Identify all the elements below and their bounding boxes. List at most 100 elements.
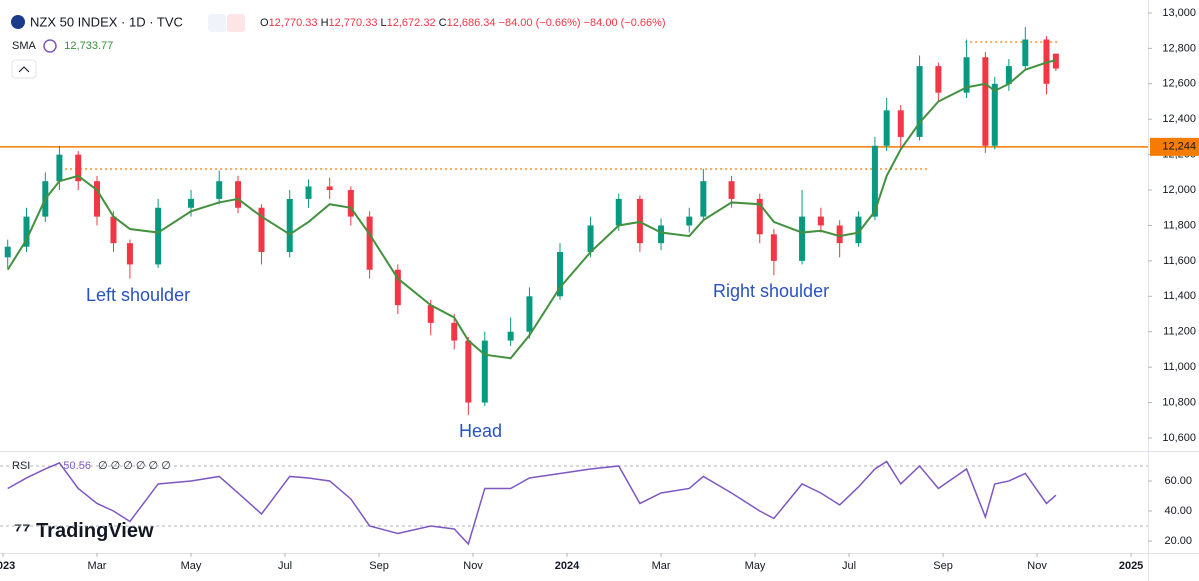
candle-body — [258, 207, 265, 253]
candle-body — [481, 340, 488, 403]
candle-body — [836, 225, 843, 244]
candle-body — [658, 225, 665, 244]
annotation: Right shoulder — [713, 281, 829, 301]
rsi-tick-label: 60.00 — [1164, 475, 1192, 487]
candle-body — [817, 216, 824, 226]
candle-body — [347, 190, 354, 217]
candle-body — [871, 145, 878, 217]
candle-body — [855, 216, 862, 244]
candle-body — [897, 110, 904, 137]
rsi-tick-label: 40.00 — [1164, 505, 1192, 517]
y-tick-label: 11,400 — [1163, 290, 1196, 302]
button[interactable] — [227, 14, 245, 32]
candle-body — [216, 181, 223, 199]
candle-body — [686, 216, 693, 226]
candle-body — [155, 207, 162, 265]
legend-value: 12,770.33 — [329, 17, 378, 29]
y-tick-label: 11,800 — [1163, 219, 1196, 231]
candle-body — [23, 216, 30, 247]
candle-body — [451, 322, 458, 341]
candle-body — [799, 216, 806, 261]
candle-body — [963, 57, 970, 93]
brand-text: TradingView — [36, 520, 154, 542]
legend-value: 12,770.33 — [269, 17, 318, 29]
candle-body — [991, 83, 998, 146]
x-tick-label: Mar — [88, 560, 107, 572]
candle-body — [427, 305, 434, 323]
change: −84.00 (−0.66%) — [499, 17, 581, 29]
y-tick-label: 10,800 — [1162, 396, 1196, 408]
legend-value: 12,686.34 — [447, 17, 496, 29]
chart-title: NZX 50 INDEX · 1D · TVC — [30, 14, 183, 29]
x-tick-label: Sep — [369, 560, 389, 572]
candle-body — [507, 331, 514, 341]
candle-body — [587, 225, 594, 253]
y-tick-label: 11,600 — [1163, 255, 1196, 267]
candle-body — [305, 186, 312, 199]
candle-body — [326, 186, 333, 191]
rsi-legend: RSI 50.56 ∅ ∅ ∅ ∅ ∅ ∅ — [12, 460, 171, 472]
candle-body — [4, 246, 11, 258]
rsi-label: RSI — [12, 460, 30, 472]
y-tick-label: 13,000 — [1162, 7, 1196, 19]
annotation: Head — [459, 421, 502, 441]
level-label-bg — [1150, 137, 1199, 156]
sma-label: SMA — [12, 40, 37, 52]
settings-icon[interactable] — [43, 39, 57, 53]
candle-body — [188, 198, 195, 208]
button[interactable] — [208, 14, 226, 32]
x-tick-label: 2025 — [1119, 560, 1143, 572]
candle-body — [75, 154, 82, 182]
legend-key: C — [439, 17, 447, 29]
candle-body — [728, 181, 735, 199]
brand-logo: ⁷⁷ TradingView — [14, 520, 154, 542]
y-tick-label: 12,800 — [1162, 42, 1196, 54]
flag-icon — [11, 15, 25, 29]
candle-body — [94, 181, 101, 217]
candle-body — [935, 66, 942, 93]
candle-body — [126, 243, 133, 265]
ohlc-legend: O12,770.33 H12,770.33 L12,672.32 C12,686… — [260, 17, 666, 29]
y-tick-label: 12,600 — [1162, 78, 1196, 90]
y-tick-label: 11,000 — [1163, 361, 1196, 373]
legend-key: H — [321, 17, 329, 29]
x-tick-label: 2023 — [0, 560, 15, 572]
candle-body — [1022, 39, 1029, 67]
y-tick-label: 11,200 — [1163, 326, 1196, 338]
rsi-line — [7, 460, 1057, 546]
legend-value: 12,672.32 — [387, 17, 436, 29]
candle-body — [286, 198, 293, 253]
x-tick-label: Nov — [1027, 560, 1047, 572]
candle-body — [615, 198, 622, 226]
candle-body — [526, 296, 533, 332]
level-label: 12,244 — [1162, 141, 1196, 153]
y-tick-label: 12,400 — [1162, 113, 1196, 125]
rsi-tick-label: 20.00 — [1164, 535, 1192, 547]
change: −84.00 (−0.66%) — [584, 17, 666, 29]
rsi-value: 50.56 — [63, 460, 91, 472]
candle-body — [770, 234, 777, 261]
candle-body — [465, 340, 472, 403]
legend-key: L — [381, 17, 387, 29]
candle-body — [916, 66, 923, 137]
sma-value: 12,733.77 — [64, 40, 113, 52]
candle-body — [700, 181, 707, 217]
x-tick-label: Mar — [652, 560, 671, 572]
candle-body — [394, 269, 401, 306]
collapse-button[interactable] — [11, 59, 37, 79]
x-tick-label: May — [181, 560, 202, 572]
sma-legend: SMA 12,733.77 — [12, 40, 113, 52]
candle-body — [982, 57, 989, 146]
x-tick-label: Jul — [278, 560, 292, 572]
legend-key: O — [260, 17, 269, 29]
y-tick-label: 12,000 — [1162, 184, 1196, 196]
chevron — [18, 66, 30, 73]
candle-body — [883, 110, 890, 146]
candle-body — [56, 154, 63, 182]
candle-body — [756, 198, 763, 235]
sma-line — [6, 59, 1057, 360]
x-tick-label: May — [745, 560, 766, 572]
x-tick-label: Sep — [933, 560, 953, 572]
